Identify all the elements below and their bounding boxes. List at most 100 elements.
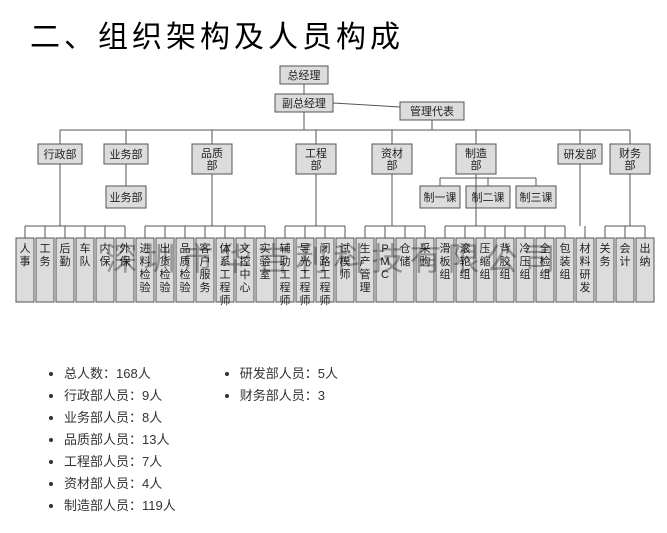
svg-text:程: 程	[320, 281, 331, 294]
stat-item: 研发部人员：5人	[240, 363, 338, 382]
svg-text:中: 中	[240, 268, 251, 281]
svg-text:闭: 闭	[320, 242, 331, 255]
svg-text:全: 全	[540, 241, 551, 255]
node: 关务	[596, 238, 614, 302]
svg-text:板: 板	[440, 254, 451, 268]
svg-text:队: 队	[80, 254, 91, 268]
svg-text:出: 出	[160, 241, 171, 255]
svg-text:料: 料	[580, 254, 591, 268]
svg-text:验: 验	[160, 280, 171, 294]
svg-text:实: 实	[260, 241, 271, 255]
svg-text:检: 检	[180, 267, 191, 281]
svg-text:部: 部	[471, 158, 482, 172]
svg-text:胶: 胶	[500, 254, 511, 268]
svg-text:部: 部	[387, 158, 398, 172]
svg-text:组: 组	[520, 267, 531, 281]
stat-item: 财务部人员：3	[240, 385, 338, 404]
svg-text:计: 计	[620, 255, 631, 268]
svg-text:部: 部	[311, 158, 322, 172]
svg-text:材: 材	[580, 241, 591, 255]
node: 业务部	[104, 144, 148, 164]
svg-text:心: 心	[240, 281, 251, 294]
svg-text:缩: 缩	[480, 255, 491, 268]
svg-text:务: 务	[600, 255, 611, 268]
node: 工程部	[296, 144, 336, 174]
node: 研发部	[558, 144, 602, 164]
node: 品质检验	[176, 238, 194, 302]
node: 制三课	[516, 186, 556, 208]
svg-text:储: 储	[400, 254, 411, 268]
node: 资材部	[372, 144, 412, 174]
svg-text:组: 组	[560, 267, 571, 281]
stat-item: 工程部人员：7人	[64, 451, 176, 470]
node: 实验室	[256, 238, 274, 302]
node: 制造部	[456, 144, 496, 174]
svg-text:控: 控	[240, 254, 251, 268]
svg-text:工: 工	[320, 269, 331, 281]
org-chart: 总经理副总经理管理代表行政部业务部业务部品质部工程部资材部制造部制一课制二课制三…	[0, 60, 667, 340]
svg-text:师: 师	[320, 294, 331, 307]
node: 生产管理	[356, 238, 374, 302]
svg-text:师: 师	[300, 294, 311, 307]
svg-text:后: 后	[60, 242, 71, 255]
svg-text:出: 出	[640, 241, 651, 255]
svg-text:C: C	[381, 269, 389, 281]
svg-text:滚: 滚	[460, 241, 471, 255]
svg-text:系: 系	[220, 255, 231, 268]
node: 文控中心	[236, 238, 254, 302]
node: 总经理	[280, 66, 328, 84]
node: 副总经理	[275, 94, 333, 112]
node: 会计	[616, 238, 634, 302]
node: 闭路工程师	[316, 238, 334, 307]
svg-text:冷: 冷	[520, 242, 531, 255]
stat-item: 行政部人员：9人	[64, 385, 176, 404]
svg-text:业务部: 业务部	[110, 147, 143, 161]
node: 全检组	[536, 238, 554, 302]
svg-text:试: 试	[340, 242, 351, 255]
svg-text:质: 质	[180, 255, 191, 268]
node: 滑板组	[436, 238, 454, 302]
svg-text:组: 组	[480, 267, 491, 281]
svg-text:保: 保	[100, 254, 111, 268]
svg-text:客: 客	[200, 241, 211, 255]
svg-text:生: 生	[360, 241, 371, 255]
svg-text:辅: 辅	[280, 241, 291, 255]
svg-text:内: 内	[100, 241, 111, 255]
node: 业务部	[106, 186, 146, 208]
svg-text:压: 压	[520, 255, 531, 268]
svg-text:购: 购	[420, 254, 431, 268]
svg-text:验: 验	[180, 280, 191, 294]
node: 压缩组	[476, 238, 494, 302]
svg-text:轮: 轮	[460, 254, 471, 268]
node: 制一课	[420, 186, 460, 208]
node: 滚轮组	[456, 238, 474, 302]
svg-text:务: 务	[200, 281, 211, 294]
svg-text:文: 文	[240, 241, 251, 255]
svg-text:务: 务	[40, 255, 51, 268]
svg-text:验: 验	[260, 254, 271, 268]
stat-item: 制造部人员：119人	[64, 495, 176, 514]
svg-text:组: 组	[540, 267, 551, 281]
svg-text:人: 人	[20, 242, 31, 255]
svg-text:料: 料	[140, 254, 151, 268]
stat-item: 资材部人员：4人	[64, 473, 176, 492]
svg-text:货: 货	[160, 254, 171, 268]
node: 试模师	[336, 238, 354, 302]
svg-text:事: 事	[20, 255, 31, 268]
svg-text:光: 光	[300, 254, 311, 268]
svg-text:路: 路	[320, 255, 331, 268]
node: 仓储	[396, 238, 414, 302]
svg-text:行政部: 行政部	[44, 147, 77, 161]
node: 进料检验	[136, 238, 154, 302]
node: 外保	[116, 238, 134, 302]
node: 后勤	[56, 238, 74, 302]
svg-text:关: 关	[600, 241, 611, 255]
svg-text:包: 包	[560, 242, 571, 255]
svg-text:部: 部	[207, 158, 218, 172]
node: 内保	[96, 238, 114, 302]
svg-text:师: 师	[280, 294, 291, 307]
svg-text:服: 服	[200, 268, 211, 281]
svg-text:业务部: 业务部	[110, 190, 143, 204]
svg-text:资材: 资材	[381, 146, 403, 160]
node: PMC	[376, 238, 394, 302]
